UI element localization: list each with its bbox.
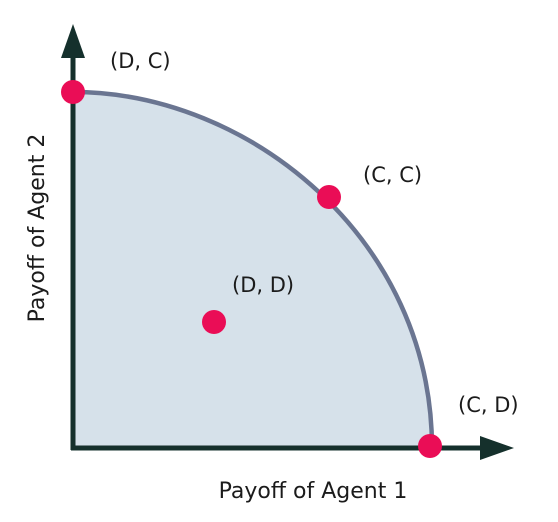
point-cd-label: (C, D) xyxy=(458,393,519,417)
y-axis-label: Payoff of Agent 2 xyxy=(25,134,50,323)
point-dd-marker xyxy=(202,310,226,334)
point-cc-marker xyxy=(317,185,341,209)
x-axis-arrowhead xyxy=(480,436,514,460)
x-axis-label: Payoff of Agent 1 xyxy=(219,479,408,504)
point-cc-label: (C, C) xyxy=(363,163,422,187)
feasible-payoff-region xyxy=(73,92,432,448)
point-dd-label: (D, D) xyxy=(232,273,294,297)
point-cd-marker xyxy=(418,434,442,458)
point-dc-label: (D, C) xyxy=(110,49,171,73)
y-axis-arrowhead xyxy=(61,24,85,58)
point-dc-marker xyxy=(61,80,85,104)
